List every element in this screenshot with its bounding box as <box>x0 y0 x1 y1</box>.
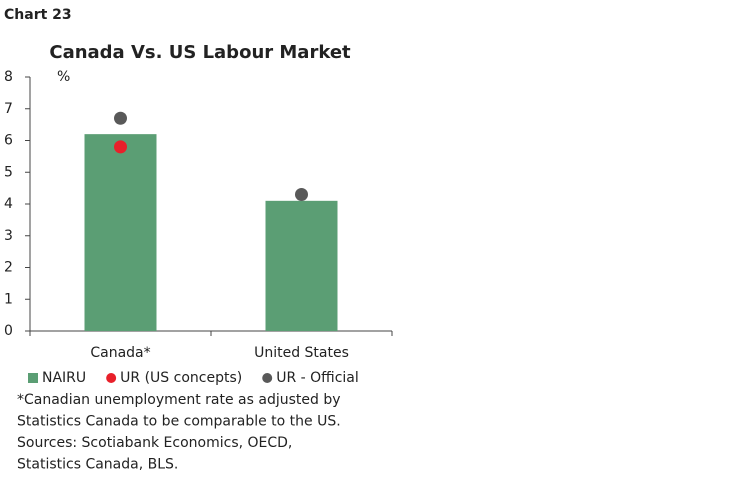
footnote: Statistics Canada, BLS. <box>17 457 178 473</box>
legend-label: UR - Official <box>276 370 359 386</box>
y-tick-label: 0 <box>4 323 13 339</box>
bar <box>84 134 157 331</box>
y-tick-label: 6 <box>4 133 13 149</box>
y-tick-label: 7 <box>4 101 13 117</box>
x-tick-label: United States <box>254 345 349 361</box>
point <box>295 187 308 201</box>
footnote: Sources: Scotiabank Economics, OECD, <box>17 435 292 451</box>
legend-swatch <box>262 373 273 383</box>
legend-swatch <box>28 373 38 383</box>
bar <box>265 200 338 331</box>
footnote: Statistics Canada to be comparable to th… <box>17 414 341 430</box>
y-tick-label: 5 <box>4 164 13 180</box>
chart-title: Canada Vs. US Labour Market <box>49 42 351 63</box>
y-tick-label: 1 <box>4 291 13 307</box>
legend-label: UR (US concepts) <box>120 370 242 386</box>
legend-swatch <box>106 373 117 383</box>
legend-label: NAIRU <box>42 370 86 386</box>
chart-label: Chart 23 <box>4 7 72 23</box>
point <box>114 140 127 154</box>
point <box>114 111 127 125</box>
y-tick-label: 3 <box>4 228 13 244</box>
footnote: *Canadian unemployment rate as adjusted … <box>17 392 341 408</box>
y-tick-label: 2 <box>4 260 13 276</box>
y-tick-label: 4 <box>4 196 13 212</box>
x-tick-label: Canada* <box>90 345 150 361</box>
y-axis-unit: % <box>57 69 70 85</box>
y-tick-label: 8 <box>4 69 13 85</box>
